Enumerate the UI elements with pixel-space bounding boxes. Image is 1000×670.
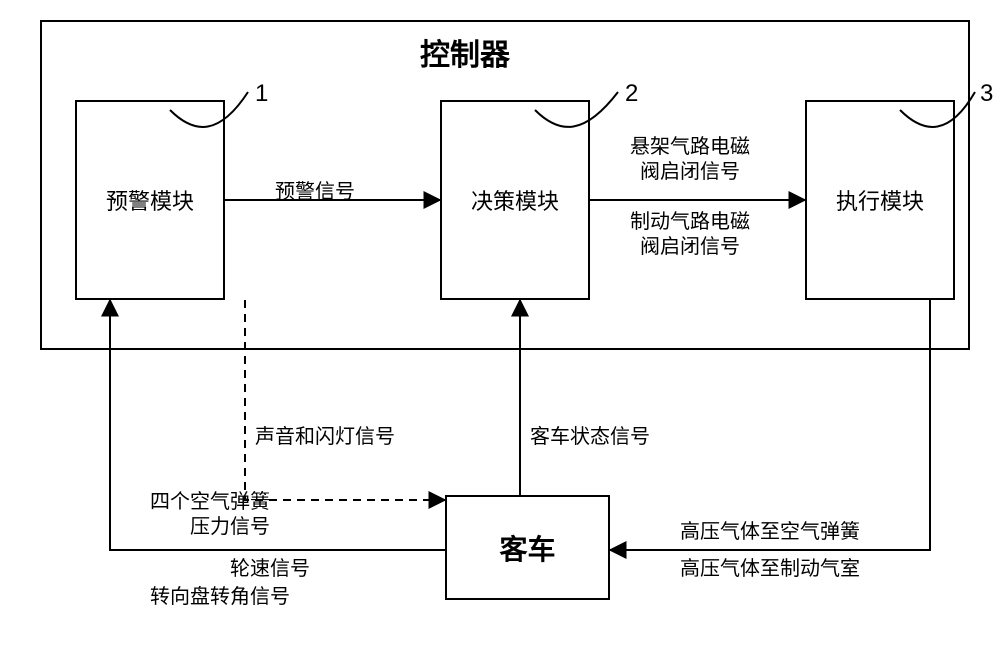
label-steering-angle: 转向盘转角信号 xyxy=(150,580,290,609)
label-spring-pressure: 四个空气弹簧 压力信号 xyxy=(150,490,270,540)
bus-box-label: 客车 xyxy=(499,528,555,568)
label-sound-flash: 声音和闪灯信号 xyxy=(255,420,395,449)
callout-2: 2 xyxy=(625,80,638,108)
label-brake-valve: 制动气路电磁 阀启闭信号 xyxy=(630,210,750,260)
callout-3: 3 xyxy=(980,80,993,108)
diagram-canvas: 控制器 预警模块 决策模块 执行模块 客车 1 2 3 预警信号 悬架气路电磁 … xyxy=(0,0,1000,670)
execute-module-label: 执行模块 xyxy=(836,184,924,216)
warning-module: 预警模块 xyxy=(75,100,225,300)
label-wheel-speed: 轮速信号 xyxy=(230,552,310,581)
label-bus-state: 客车状态信号 xyxy=(530,420,650,449)
label-suspension-valve: 悬架气路电磁 阀启闭信号 xyxy=(630,135,750,185)
label-hp-to-spring: 高压气体至空气弹簧 xyxy=(680,515,860,544)
label-hp-to-brake: 高压气体至制动气室 xyxy=(680,552,860,581)
callout-1: 1 xyxy=(255,80,268,108)
decision-module-label: 决策模块 xyxy=(471,184,559,216)
bus-box: 客车 xyxy=(445,495,610,600)
decision-module: 决策模块 xyxy=(440,100,590,300)
label-warning-signal: 预警信号 xyxy=(275,175,355,204)
controller-title: 控制器 xyxy=(420,30,510,74)
warning-module-label: 预警模块 xyxy=(106,184,194,216)
execute-module: 执行模块 xyxy=(805,100,955,300)
